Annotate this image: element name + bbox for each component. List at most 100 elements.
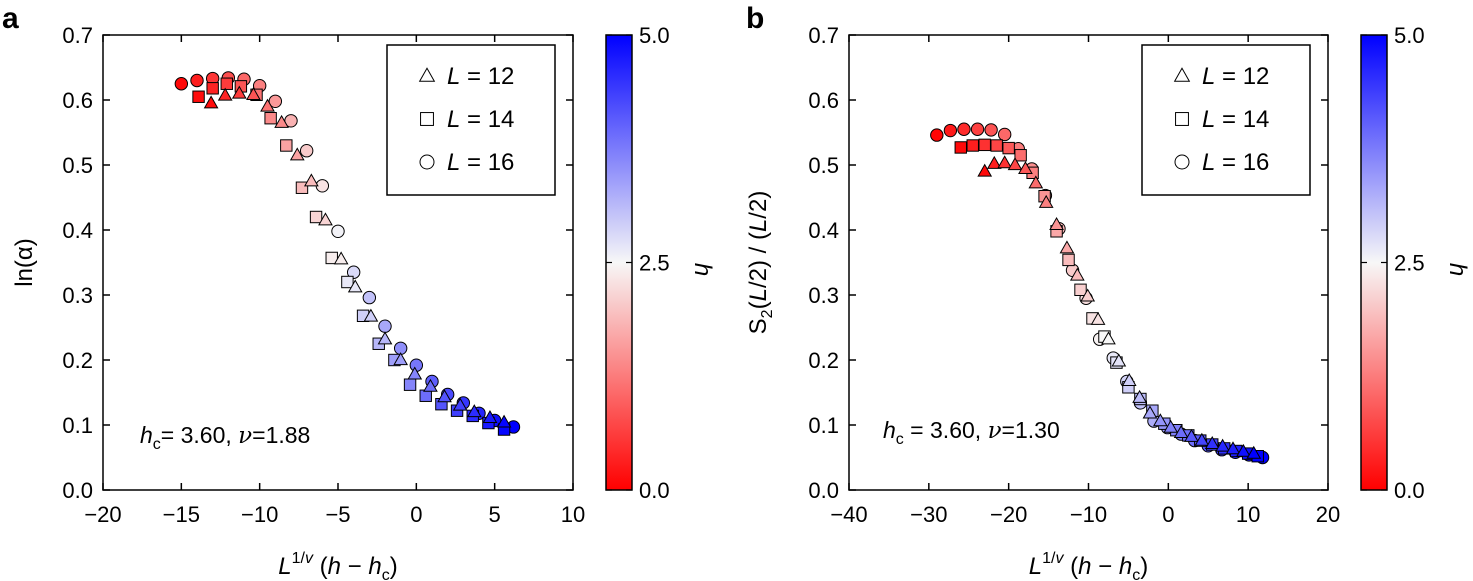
data-point xyxy=(333,251,349,265)
data-point xyxy=(1236,443,1251,457)
annot-h-sub: c xyxy=(153,436,161,453)
x-title-sub: c xyxy=(1132,567,1140,581)
x-axis-title: L1/v (h − hc) xyxy=(278,550,397,581)
legend-box xyxy=(1141,44,1311,196)
legend-value: = 16 xyxy=(460,149,514,176)
x-axis-title: L1/v (h − hc) xyxy=(1029,550,1148,581)
colorbar-tick-label: 0.0 xyxy=(639,478,670,503)
y-title-mid: /2) / ( xyxy=(745,232,772,288)
y-title-p1: ( xyxy=(745,301,772,309)
y-title-S: S xyxy=(745,318,772,334)
data-point xyxy=(1014,149,1027,162)
x-title-exp: 1/ xyxy=(292,550,306,567)
x-tick-label: −15 xyxy=(163,502,200,527)
legend-L: L xyxy=(1202,106,1215,133)
data-point xyxy=(1002,141,1015,155)
y-tick-label: 0.2 xyxy=(808,348,839,373)
x-tick-label: −20 xyxy=(84,502,121,527)
x-tick-label: 5 xyxy=(489,502,501,527)
panel-b: b −40 −30 −20 −10 0 10 20 0.0 0.1 0.2 0.3 0.4 0.5 0.6 0… xyxy=(745,2,1471,581)
data-point xyxy=(1069,267,1085,281)
data-point xyxy=(466,404,482,418)
series-square xyxy=(954,138,1264,463)
y-tick-label: 0.3 xyxy=(808,283,839,308)
y-tick-label: 0.0 xyxy=(62,478,93,503)
legend-marker-circle xyxy=(1174,154,1190,170)
annot-h: h xyxy=(140,422,153,448)
fit-annotation: hc= 3.60, ν=1.88 xyxy=(140,422,310,453)
y-tick-label: 0.2 xyxy=(62,348,93,373)
data-point xyxy=(1173,424,1189,438)
x-tick-label: −5 xyxy=(325,502,350,527)
x-title-exp-v: v xyxy=(1055,550,1064,567)
annot-nu: ν xyxy=(988,418,1002,444)
data-point xyxy=(362,290,377,305)
data-point xyxy=(192,90,205,103)
data-point xyxy=(407,366,423,380)
annot-h-sub: c xyxy=(896,431,904,448)
colorbar-tick-label: 0.0 xyxy=(1394,478,1425,503)
data-point xyxy=(1142,405,1158,419)
data-point xyxy=(496,414,512,428)
data-point xyxy=(274,114,289,128)
x-title-h: h xyxy=(328,553,341,580)
data-point xyxy=(393,352,409,366)
y-tick-label: 0.4 xyxy=(62,218,93,243)
legend-L: L xyxy=(1202,63,1215,90)
data-point xyxy=(482,410,498,423)
series-triangle xyxy=(977,155,1262,459)
x-tick-label: 0 xyxy=(410,502,422,527)
data-point xyxy=(217,87,233,101)
data-point xyxy=(268,94,283,109)
data-point xyxy=(341,275,354,289)
data-point xyxy=(190,73,204,88)
annot-nu-value: =1.88 xyxy=(252,422,310,448)
colorbar-tick-label: 5.0 xyxy=(639,23,670,48)
panel-letter: b xyxy=(746,2,764,35)
legend-marker-circle xyxy=(419,154,435,170)
x-title-paren: ( xyxy=(1063,553,1078,580)
y-title-text: ln(α) xyxy=(11,238,38,287)
y-tick-label: 0.6 xyxy=(62,88,93,113)
data-point xyxy=(986,155,1002,169)
annot-h-value: = 3.60, xyxy=(161,422,238,448)
data-point xyxy=(943,123,958,138)
data-point xyxy=(966,139,979,152)
x-title-L: L xyxy=(1029,553,1042,580)
y-tick-label: 0.7 xyxy=(808,23,839,48)
x-title-close: ) xyxy=(1140,553,1148,580)
colorbar-label: h xyxy=(1444,263,1471,276)
data-point xyxy=(1028,175,1044,189)
colorbar-tick-label: 2.5 xyxy=(639,251,670,276)
data-point xyxy=(378,319,392,333)
legend-label: L = 14 xyxy=(1202,106,1269,133)
series-triangle xyxy=(203,85,512,428)
y-tick-label: 0.0 xyxy=(808,478,839,503)
y-axis-title: S2(L/2) / (L/2) xyxy=(745,191,776,335)
x-tick-label: −10 xyxy=(1070,502,1107,527)
y-tick-label: 0.7 xyxy=(62,23,93,48)
x-tick-label: 10 xyxy=(561,502,585,527)
legend-L: L xyxy=(1202,149,1215,176)
data-point xyxy=(1062,253,1075,267)
annot-nu: ν xyxy=(238,423,252,449)
data-point xyxy=(231,85,247,99)
data-point xyxy=(1132,389,1147,403)
x-title-paren: ( xyxy=(313,553,328,580)
y-tick-label: 0.3 xyxy=(62,283,93,308)
legend-L: L xyxy=(447,149,460,176)
x-tick-label: −20 xyxy=(990,502,1027,527)
legend-marker-triangle xyxy=(1173,67,1191,82)
x-title-h: h xyxy=(1078,553,1091,580)
legend-value: = 12 xyxy=(1215,63,1269,90)
x-title-h2: h xyxy=(1119,553,1132,580)
data-point xyxy=(318,212,333,226)
data-point xyxy=(309,210,323,224)
y-tick-label: 0.5 xyxy=(62,153,93,178)
y-tick-label: 0.5 xyxy=(808,153,839,178)
colorbar: 0.0 2.5 5.0 h xyxy=(1360,23,1471,503)
data-point xyxy=(1101,331,1116,345)
x-title-exp: 1/ xyxy=(1042,550,1056,567)
x-title-sub: c xyxy=(382,567,390,581)
